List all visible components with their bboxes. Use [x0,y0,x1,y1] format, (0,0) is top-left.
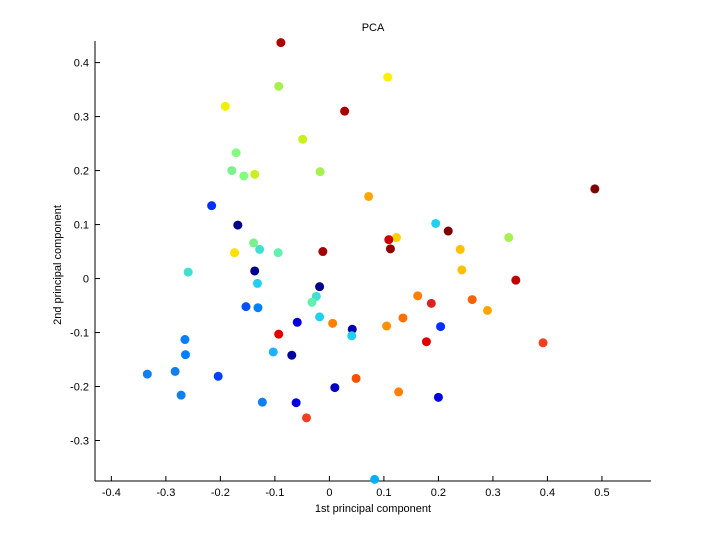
scatter-point [394,387,404,397]
scatter-point [176,390,186,400]
scatter-point [291,398,301,408]
scatter-point [180,335,190,345]
x-tick-label: 0.1 [376,487,391,499]
scatter-point [142,369,152,379]
scatter-point [213,371,223,381]
scatter-point [383,72,393,82]
scatter-point [370,474,380,484]
scatter-point [233,220,243,230]
data-points [142,38,600,484]
scatter-point [227,166,237,176]
scatter-point [504,233,514,243]
scatter-point [274,329,284,339]
y-tick-label: -0.2 [70,382,89,394]
scatter-point [257,397,267,407]
scatter-point [347,331,357,341]
chart-title: PCA [362,22,385,34]
scatter-point [467,295,477,305]
x-tick-label: 0.2 [431,487,446,499]
x-tick-label: -0.1 [265,487,284,499]
scatter-point [436,322,446,332]
scatter-point [170,366,180,376]
scatter-point [457,265,467,275]
y-tick-label: 0.3 [74,112,89,124]
scatter-point [482,305,492,315]
scatter-point [421,337,431,347]
scatter-point [426,298,436,308]
scatter-point [538,338,548,348]
scatter-point [318,247,328,257]
scatter-point [443,226,453,236]
scatter-point [307,297,317,307]
y-axis-label: 2nd principal component [52,205,64,325]
y-ticks: -0.3 -0.2 -0.1 0 0.1 0.2 0.3 0.4 [70,58,100,448]
scatter-point [384,235,394,245]
scatter-point [268,347,278,357]
scatter-point [364,191,374,201]
scatter-point [273,248,283,258]
scatter-point [231,148,241,158]
scatter-point [276,38,286,48]
scatter-point [220,101,230,111]
x-tick-label: 0.3 [485,487,500,499]
y-tick-label: 0.1 [74,220,89,232]
scatter-point [382,321,392,331]
x-tick-label: 0.5 [594,487,609,499]
scatter-point [413,291,423,301]
scatter-point [239,171,249,181]
x-tick-label: -0.3 [156,487,175,499]
scatter-point [250,266,260,276]
scatter-point [455,244,465,254]
scatter-point [255,244,265,254]
y-tick-label: -0.1 [70,328,89,340]
scatter-point [253,303,263,313]
scatter-point [330,383,340,393]
x-axis-label: 1st principal component [315,503,431,515]
scatter-point [250,169,260,179]
scatter-point [301,413,311,423]
scatter-point [207,201,217,211]
scatter-point [385,244,395,254]
scatter-point [249,238,259,248]
scatter-point [241,302,251,312]
scatter-point [230,248,240,258]
x-tick-label: -0.2 [211,487,230,499]
y-tick-label: 0 [83,274,89,286]
scatter-point [328,318,338,328]
x-tick-label: 0 [326,487,332,499]
scatter-point [347,324,357,334]
y-tick-label: 0.2 [74,166,89,178]
scatter-point [340,106,350,116]
scatter-point [287,350,297,360]
x-tick-label: 0.4 [540,487,555,499]
y-tick-label: -0.3 [70,436,89,448]
scatter-point [431,218,441,228]
scatter-point [391,233,401,243]
scatter-point [398,313,408,323]
scatter-point [274,81,284,91]
scatter-point [315,312,325,322]
scatter-point [252,278,262,288]
y-tick-label: 0.4 [74,58,89,70]
x-tick-label: -0.4 [102,487,121,499]
x-ticks: -0.4 -0.3 -0.2 -0.1 0 0.1 0.2 0.3 0.4 0.5 [102,476,610,499]
scatter-point [590,184,600,194]
scatter-point [183,267,193,277]
scatter-point [433,392,443,402]
scatter-point [180,350,190,360]
scatter-point [298,134,308,144]
scatter-point [315,282,325,292]
scatter-point [351,373,361,383]
scatter-point [315,167,325,177]
scatter-point [292,317,302,327]
scatter-point [511,275,521,285]
